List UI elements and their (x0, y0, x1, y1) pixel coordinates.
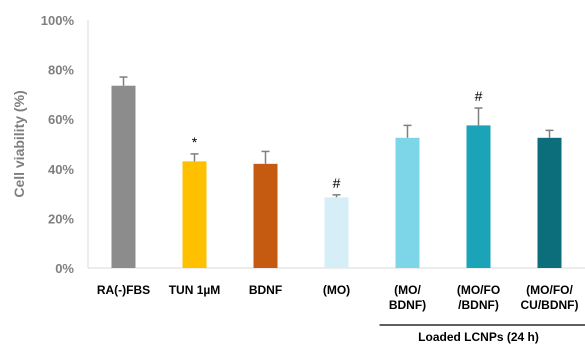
bar (466, 125, 491, 269)
group-label: Loaded LCNPs (24 h) (418, 330, 539, 344)
significance-mark: # (475, 88, 483, 104)
bar (324, 197, 349, 268)
y-tick-label: 100% (41, 13, 75, 28)
bars-group: * # # (111, 76, 562, 269)
significance-mark: * (192, 134, 198, 150)
category-labels: RA(-)FBS TUN 1µM BDNF (MO) (MO/BDNF) (MO/FO/B… (97, 283, 579, 312)
y-tick-label: 0% (55, 261, 74, 276)
bar (395, 137, 420, 268)
y-tick-label: 40% (48, 162, 74, 177)
y-tick-label: 60% (48, 112, 74, 127)
y-tick-label: 80% (48, 63, 74, 78)
x-tick-label: (MO/FO/CU/BDNF) (521, 283, 579, 312)
x-tick-label: (MO) (323, 283, 350, 297)
y-axis-ticks: 0% 20% 40% 60% 80% 100% (41, 13, 75, 276)
bar (537, 137, 562, 268)
x-tick-label: (MO/FO/BDNF) (457, 283, 500, 312)
bar (253, 163, 278, 268)
x-tick-label: TUN 1µM (169, 283, 221, 297)
x-tick-label: RA(-)FBS (97, 283, 150, 297)
x-tick-label: BDNF (249, 283, 282, 297)
bar (111, 85, 136, 268)
y-axis-label: Cell viability (%) (11, 90, 27, 197)
x-tick-label: (MO/BDNF) (389, 283, 426, 312)
significance-mark: # (333, 175, 341, 191)
y-tick-label: 20% (48, 211, 74, 226)
bar (182, 161, 207, 268)
